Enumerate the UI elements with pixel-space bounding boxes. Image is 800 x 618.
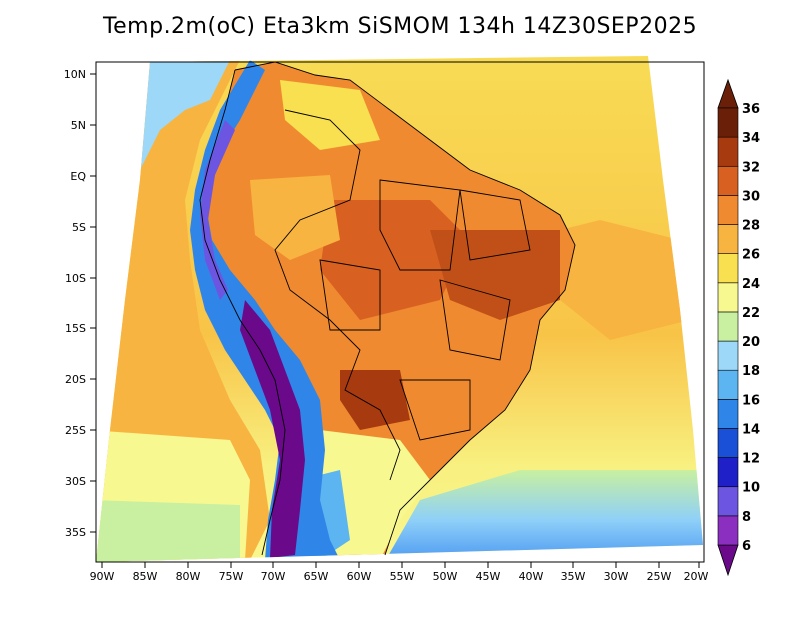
colorbar-swatch xyxy=(717,136,739,167)
border-lines xyxy=(199,61,576,556)
colorbar-label: 16 xyxy=(742,393,760,408)
colorbar-label: 10 xyxy=(742,481,760,496)
south-atlantic-cool xyxy=(380,470,703,562)
longitude-axis: 90W 85W 80W 75W 70W 65W 60W 55W 50W 45W … xyxy=(90,562,709,583)
map-frame xyxy=(95,61,705,563)
lon-label-20w: 20W xyxy=(684,570,709,583)
colorbar-label: 24 xyxy=(742,277,760,292)
colorbar-label: 26 xyxy=(742,248,760,263)
interior-cool-1 xyxy=(250,175,340,260)
lat-label-35s: 35S xyxy=(65,526,86,539)
temperature-field xyxy=(96,56,703,562)
colorbar-label: 32 xyxy=(742,160,760,175)
colorbar-label: 6 xyxy=(742,539,751,554)
lat-label-25s: 25S xyxy=(65,424,86,437)
andes-coldest xyxy=(240,300,305,558)
lat-label-10s: 10S xyxy=(65,272,86,285)
colorbar-label: 14 xyxy=(742,422,760,437)
lon-label-50w: 50W xyxy=(433,570,458,583)
colorbar: 6 8 10 12 14 16 18 20 22 24 26 28 30 32 34 36 xyxy=(717,78,760,577)
lon-label-80w: 80W xyxy=(176,570,201,583)
south-america-coastline xyxy=(234,61,576,556)
colorbar-label: 28 xyxy=(742,219,760,234)
lon-label-85w: 85W xyxy=(133,570,158,583)
lat-label-5n: 5N xyxy=(71,119,86,132)
colorbar-label: 8 xyxy=(742,510,751,525)
lon-label-70w: 70W xyxy=(261,570,286,583)
state-border-2 xyxy=(459,189,531,261)
lat-label-15s: 15S xyxy=(65,322,86,335)
lon-label-90w: 90W xyxy=(90,570,115,583)
colorbar-label: 20 xyxy=(742,335,760,350)
lon-label-60w: 60W xyxy=(347,570,372,583)
state-border-1 xyxy=(379,179,461,271)
lon-label-40w: 40W xyxy=(519,570,544,583)
colorbar-swatch xyxy=(717,399,739,429)
colorbar-label: 30 xyxy=(742,189,760,204)
map-title: Temp.2m(oC) Eta3km SiSMOM 134h 14Z30SEP2… xyxy=(102,14,698,39)
colorbar-label: 18 xyxy=(742,364,760,379)
colorbar-label: 36 xyxy=(742,102,760,117)
lon-label-65w: 65W xyxy=(304,570,329,583)
interior-warm-n xyxy=(280,80,380,150)
colorbar-bottom-arrow xyxy=(717,544,739,577)
lon-label-30w: 30W xyxy=(604,570,629,583)
state-border-4 xyxy=(399,379,471,441)
colorbar-swatch xyxy=(717,515,739,546)
lat-label-eq: EQ xyxy=(70,170,86,183)
colorbar-label: 34 xyxy=(742,131,760,146)
colorbar-label: 12 xyxy=(742,452,760,467)
lat-label-20s: 20S xyxy=(65,373,86,386)
lat-label-30s: 30S xyxy=(65,475,86,488)
lon-label-25w: 25W xyxy=(647,570,672,583)
colorbar-swatch xyxy=(717,165,739,196)
colorbar-swatch xyxy=(717,107,739,138)
pacific-cool-south2 xyxy=(96,500,240,562)
lon-label-55w: 55W xyxy=(390,570,415,583)
colorbar-swatch xyxy=(717,195,739,225)
colorbar-swatch xyxy=(717,486,739,517)
lon-label-45w: 45W xyxy=(476,570,501,583)
colorbar-swatch xyxy=(717,457,739,488)
colorbar-swatch xyxy=(717,369,739,400)
state-border-3 xyxy=(439,279,511,361)
colorbar-top-arrow xyxy=(717,78,739,109)
lat-label-10n: 10N xyxy=(64,68,86,81)
colorbar-swatch xyxy=(717,253,739,284)
interior-hot-2 xyxy=(430,230,560,320)
atlantic-warm xyxy=(560,220,690,340)
colorbar-swatch xyxy=(717,340,739,371)
colorbar-swatch xyxy=(717,282,739,313)
colorbar-swatch xyxy=(717,311,739,342)
colorbar-label: 22 xyxy=(742,306,760,321)
lat-label-5s: 5S xyxy=(72,221,86,234)
colorbar-swatch xyxy=(717,224,739,254)
brazil-border xyxy=(274,109,401,481)
latitude-axis: 10N 5N EQ 5S 10S 15S 20S 25S 30S 35S xyxy=(64,68,96,539)
pacific-coastline xyxy=(199,69,286,556)
lon-label-35w: 35W xyxy=(561,570,586,583)
lon-label-75w: 75W xyxy=(219,570,244,583)
interior-hot-3 xyxy=(340,370,410,430)
state-border-5 xyxy=(319,259,381,331)
colorbar-swatch xyxy=(717,428,739,458)
